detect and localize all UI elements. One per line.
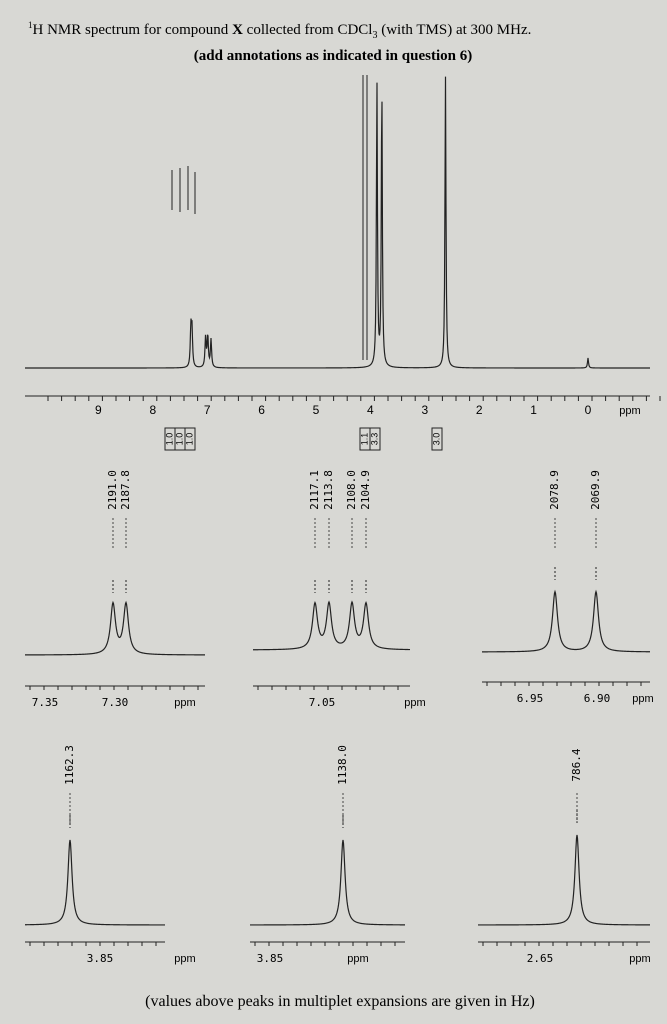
axis-tick-label: 0 — [585, 403, 592, 417]
axis-tick-label: 2.65 — [527, 952, 554, 965]
integration-label: 1.0 — [184, 433, 194, 446]
axis-tick-label: 1 — [530, 403, 537, 417]
axis-tick-label: 3 — [421, 403, 428, 417]
expansion-spectrum — [478, 834, 650, 926]
integration-label: 1.0 — [164, 433, 174, 446]
axis-unit: ppm — [619, 405, 640, 417]
title-sub: 3 — [372, 30, 377, 41]
axis-tick-label: 7.35 — [32, 696, 59, 709]
title: 1H NMR spectrum for compound X collected… — [28, 20, 531, 41]
expansion-spectrum — [482, 589, 651, 653]
axis-tick-label: 8 — [149, 403, 156, 417]
integration-label: 1.0 — [174, 433, 184, 446]
peak-label: 2078.9 — [548, 470, 561, 510]
axis-tick-label: 6.95 — [517, 692, 544, 705]
peak-label: 2069.9 — [589, 470, 602, 510]
axis-tick-label: 6 — [258, 403, 265, 417]
peak-label: 2108.0 — [345, 470, 358, 510]
peak-label: 2117.1 — [308, 470, 321, 510]
axis-tick-label: 4 — [367, 403, 374, 417]
axis-unit: ppm — [404, 697, 425, 709]
expansion-spectrum — [24, 839, 165, 926]
title-text: collected from CDCl — [243, 22, 373, 38]
axis-unit: ppm — [629, 953, 650, 965]
peak-label: 2187.8 — [119, 470, 132, 510]
axis-unit: ppm — [632, 693, 653, 705]
expansion-spectrum — [25, 600, 205, 656]
peak-label: 2191.0 — [106, 470, 119, 510]
axis-tick-label: 3.85 — [257, 952, 284, 965]
axis-tick-label: 7.30 — [102, 696, 129, 709]
peak-label: 2104.9 — [359, 470, 372, 510]
integration-box — [431, 427, 443, 451]
axis-unit: ppm — [174, 953, 195, 965]
footer: (values above peaks in multiplet expansi… — [145, 993, 535, 1010]
axis-tick-label: 3.85 — [87, 952, 114, 965]
title-text: (with TMS) at 300 MHz. — [377, 22, 531, 38]
axis-tick-label: 2 — [476, 403, 483, 417]
expansion-spectrum — [253, 600, 411, 651]
axis-tick-label: 9 — [95, 403, 102, 417]
integration-label: 3.3 — [369, 433, 379, 446]
peak-label: 2113.8 — [322, 470, 335, 510]
title-sup: 1 — [28, 20, 33, 30]
axis-unit: ppm — [347, 953, 368, 965]
title-text: H NMR spectrum for compound — [33, 22, 233, 38]
axis-tick-label: 7.05 — [309, 696, 336, 709]
peak-label: 1162.3 — [63, 745, 76, 785]
subtitle: (add annotations as indicated in questio… — [194, 48, 472, 64]
title-compound: X — [232, 22, 243, 38]
axis-unit: ppm — [174, 697, 195, 709]
expansion-spectrum — [250, 839, 405, 926]
peak-label: 786.4 — [570, 748, 583, 781]
integration-label: 1.1 — [359, 433, 369, 446]
axis-tick-label: 7 — [204, 403, 211, 417]
integration-label: 3.0 — [431, 433, 441, 446]
integration-box — [184, 427, 196, 451]
main-spectrum — [25, 76, 650, 369]
axis-tick-label: 6.90 — [584, 692, 611, 705]
axis-tick-label: 5 — [313, 403, 320, 417]
peak-label: 1138.0 — [336, 745, 349, 785]
integration-box — [369, 427, 381, 451]
